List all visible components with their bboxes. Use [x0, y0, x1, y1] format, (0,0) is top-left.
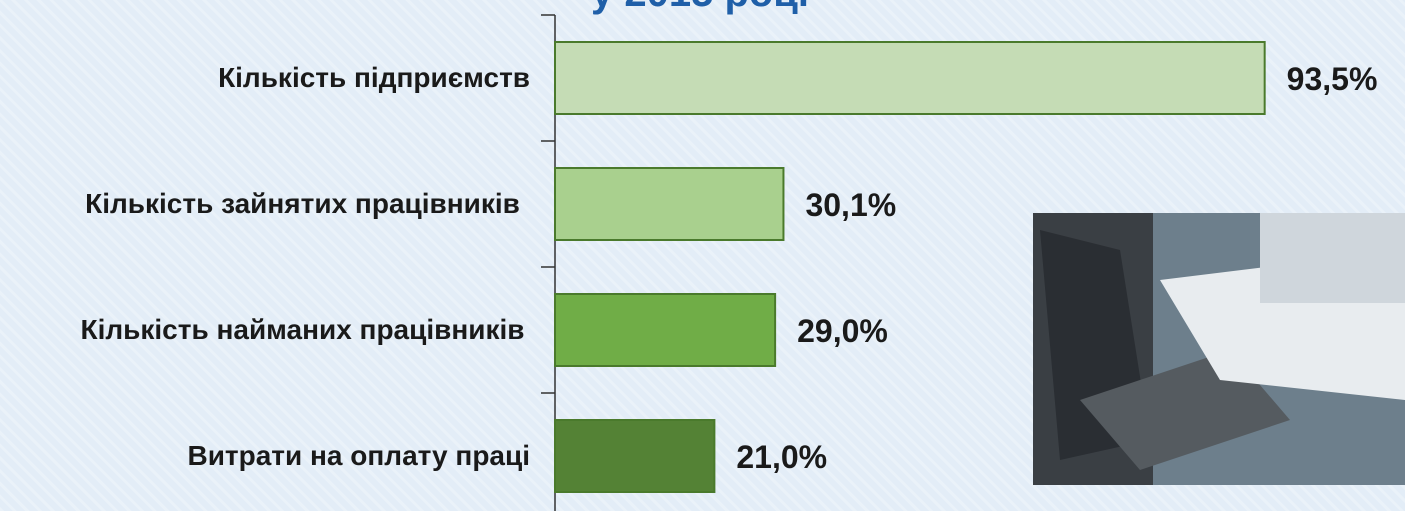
photo [1033, 213, 1405, 485]
value-label: 29,0% [797, 313, 888, 349]
category-label: Кількість зайнятих працівників [15, 182, 530, 226]
value-label: 93,5% [1287, 61, 1378, 97]
bar [555, 42, 1265, 114]
category-label: Кількість найманих працівників [15, 308, 530, 352]
value-label: 30,1% [805, 187, 896, 223]
value-label: 21,0% [736, 439, 827, 475]
category-label: Витрати на оплату праці [0, 434, 530, 478]
bar [555, 294, 775, 366]
page: у 2015 році 93,5%30,1%29,0%21,0% (() => … [0, 0, 1405, 511]
chart-title: у 2015 році [591, 0, 809, 15]
bar [555, 168, 783, 240]
category-label: Кількість підприємств [0, 56, 530, 100]
bar [555, 420, 714, 492]
